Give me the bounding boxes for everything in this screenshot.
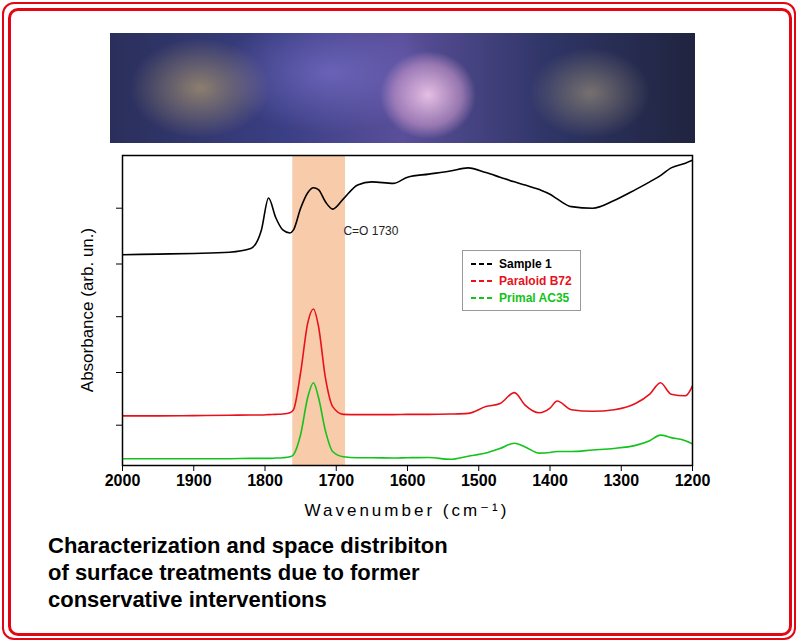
svg-text:1200: 1200	[675, 472, 711, 489]
svg-text:1400: 1400	[532, 472, 568, 489]
html-text:Paraloid B72: Paraloid B72	[499, 273, 572, 288]
html-text:Characterization and space dis: Characterization and space distribiton o…	[48, 533, 448, 612]
svg-text:C=O 1730: C=O 1730	[343, 224, 398, 238]
html-text:Primal AC35: Primal AC35	[499, 290, 570, 305]
svg-text:1300: 1300	[603, 472, 639, 489]
svg-text:1800: 1800	[247, 472, 283, 489]
svg-text:1700: 1700	[318, 472, 354, 489]
html-text:Sample 1: Sample 1	[499, 256, 552, 271]
html-text:Wavenumber (cm⁻¹): Wavenumber (cm⁻¹)	[304, 501, 510, 520]
html-text:Absorbance (arb. un.): Absorbance (arb. un.)	[78, 227, 97, 393]
svg-text:1900: 1900	[176, 472, 212, 489]
svg-text:1600: 1600	[390, 472, 426, 489]
svg-text:2000: 2000	[105, 472, 141, 489]
svg-text:1500: 1500	[461, 472, 497, 489]
